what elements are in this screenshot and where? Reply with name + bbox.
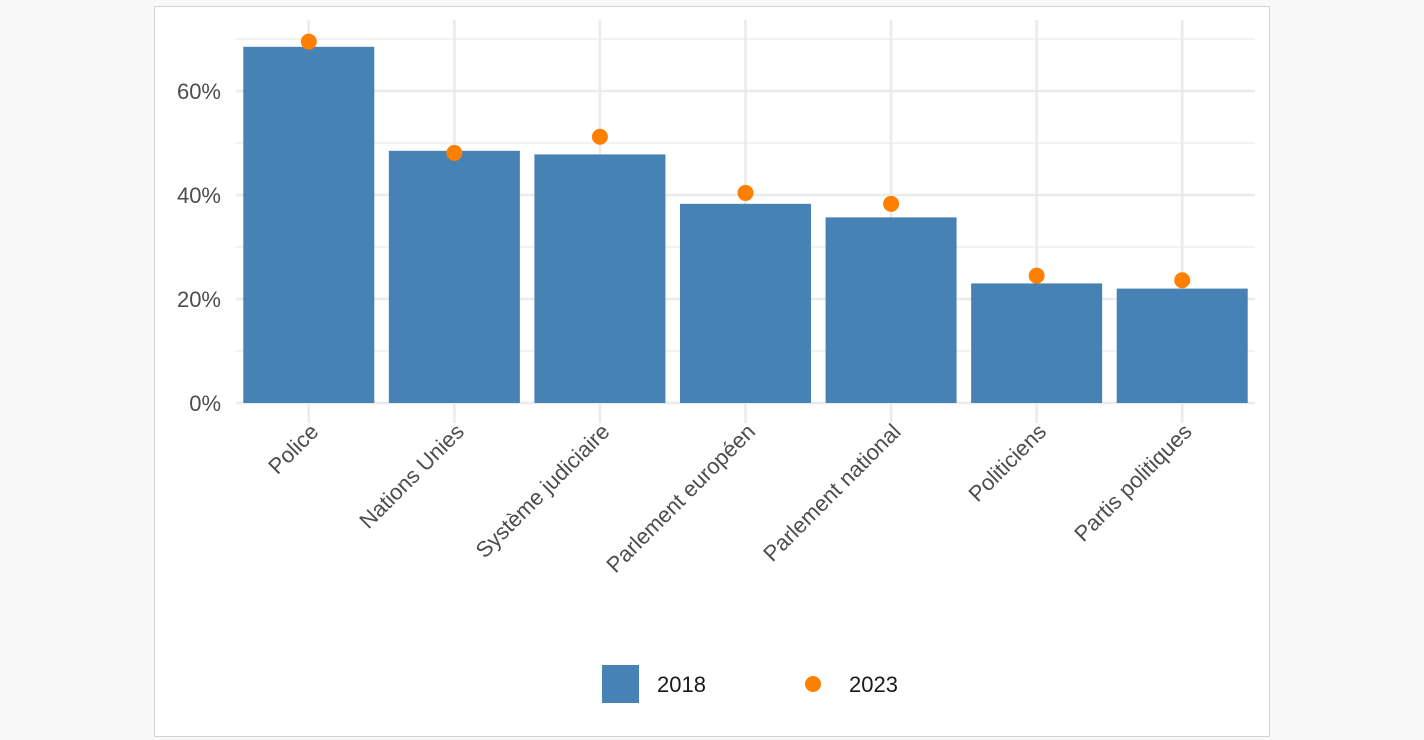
legend-label-2023: 2023 [849,672,898,697]
bar-2018 [679,203,812,403]
y-tick-label: 20% [177,287,221,312]
point-2023 [737,184,754,201]
legend-label-2018: 2018 [657,672,706,697]
x-tick-label: Parlement national [758,419,905,566]
legend-swatch-2018 [602,665,639,703]
point-2023 [883,195,900,212]
point-2023 [591,128,608,145]
x-tick-label: Nations Unies [354,419,469,534]
bar-2018 [825,217,957,403]
bar-2018 [388,150,520,403]
x-tick-label: Parlement européen [601,419,760,578]
y-tick-label: 60% [177,79,221,104]
x-tick-label: Politiciens [963,419,1051,507]
y-tick-label: 0% [189,391,221,416]
point-2023 [1028,267,1045,284]
points-2023 [300,33,1191,289]
x-tick-label: Police [263,419,323,479]
bar-2018 [971,283,1103,403]
x-tick-label: Partis politiques [1069,419,1197,547]
x-axis-ticks: Police Nations Unies Système judiciaire … [263,419,1196,578]
point-2023 [300,33,317,50]
legend-swatch-2023 [805,676,821,692]
y-tick-label: 40% [177,183,221,208]
legend: 2018 2023 [602,665,898,703]
bars-2018 [243,46,1248,404]
point-2023 [446,144,463,161]
bar-2018 [1116,288,1248,403]
bar-2018 [534,154,666,403]
point-2023 [1174,272,1191,289]
bar-2018 [243,46,375,404]
x-tick-label: Système judiciaire [471,419,615,563]
y-axis-ticks: 0% 20% 40% 60% [177,79,221,416]
